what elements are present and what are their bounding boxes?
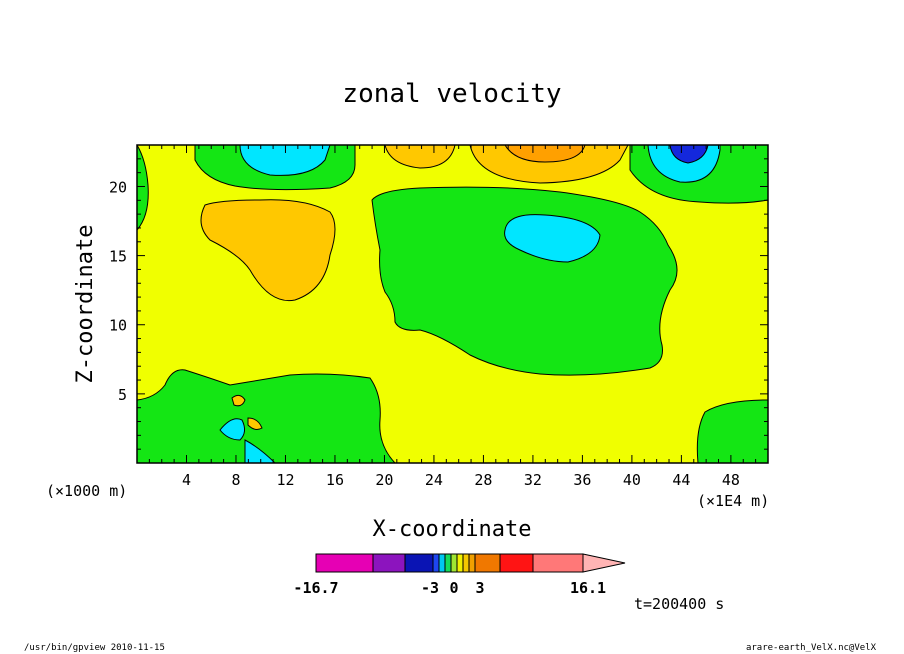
colorbar-segment	[462, 553, 470, 573]
colorbar-segment	[474, 553, 501, 573]
colorbar-segment	[432, 553, 440, 573]
y-tick-label: 10	[109, 317, 127, 335]
x-tick-label: 36	[573, 471, 591, 489]
colorbar-segment	[438, 553, 446, 573]
region-bottom-right	[696, 399, 768, 463]
y-unit-label: (×1000 m)	[46, 482, 127, 500]
colorbar-segment	[450, 553, 458, 573]
region-center-green	[371, 186, 678, 376]
region-top-left-core	[239, 145, 331, 176]
plot-area	[137, 145, 768, 463]
x-tick-label: 24	[425, 471, 443, 489]
colorbar-tick-label: 0	[449, 579, 458, 597]
colorbar-segment	[372, 553, 406, 573]
colorbar-tick-labels: -3 0 3	[421, 579, 485, 597]
colorbar-segment	[456, 553, 464, 573]
x-tick-label: 40	[623, 471, 641, 489]
y-axis-title: Z-coordinate	[73, 225, 98, 384]
colorbar	[315, 553, 626, 573]
colorbar-segment	[444, 553, 452, 573]
region-top-right-peak	[669, 145, 709, 164]
colorbar-segment	[315, 553, 374, 573]
footer-right: arare-earth_VelX.nc@VelX	[746, 643, 877, 653]
y-tick-label: 5	[118, 386, 127, 404]
region-bottom-left-core-2	[244, 439, 276, 463]
colorbar-min-label: -16.7	[293, 579, 338, 597]
region-left-edge	[137, 145, 149, 231]
plot-frame	[136, 144, 769, 464]
colorbar-segment	[404, 553, 434, 573]
y-tick-label: 15	[109, 248, 127, 266]
x-tick-label: 48	[722, 471, 740, 489]
colorbar-segment	[499, 553, 534, 573]
region-bottom-left-small	[231, 394, 246, 407]
x-tick-label: 4	[182, 471, 191, 489]
x-tick-label: 44	[672, 471, 690, 489]
region-top-center	[384, 145, 456, 169]
x-tick-label: 32	[524, 471, 542, 489]
region-top-center-2	[469, 145, 629, 184]
colorbar-max-label: 16.1	[570, 579, 606, 597]
chart-title: zonal velocity	[342, 79, 561, 109]
y-tick-label: 20	[109, 178, 127, 196]
region-center-core	[504, 214, 601, 263]
footer-left: /usr/bin/gpview 2010-11-15	[24, 643, 165, 653]
region-bottom-left-core	[219, 418, 246, 441]
x-axis-title: X-coordinate	[373, 517, 532, 542]
region-left-blob	[200, 199, 336, 302]
region-bottom-left-small-2	[247, 417, 263, 430]
x-tick-label: 12	[276, 471, 294, 489]
x-tick-label: 16	[326, 471, 344, 489]
x-unit-label: (×1E4 m)	[697, 492, 769, 510]
region-bottom-left	[137, 369, 396, 463]
colorbar-segment	[532, 553, 584, 573]
x-tick-label: 28	[474, 471, 492, 489]
x-tick-label: 8	[231, 471, 240, 489]
colorbar-tick-label: 3	[475, 579, 484, 597]
x-tick-label: 20	[375, 471, 393, 489]
time-label: t=200400 s	[634, 595, 724, 613]
colorbar-tick-label: -3	[421, 579, 439, 597]
colorbar-extension	[582, 553, 626, 573]
colorbar-segment	[468, 553, 476, 573]
